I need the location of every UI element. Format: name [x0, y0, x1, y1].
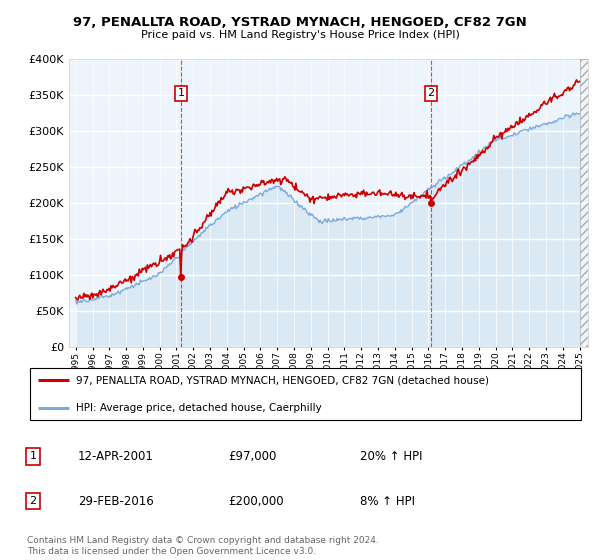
- Text: 20% ↑ HPI: 20% ↑ HPI: [360, 450, 422, 463]
- Text: HPI: Average price, detached house, Caerphilly: HPI: Average price, detached house, Caer…: [76, 403, 322, 413]
- Text: 1: 1: [29, 451, 37, 461]
- Text: 97, PENALLTA ROAD, YSTRAD MYNACH, HENGOED, CF82 7GN (detached house): 97, PENALLTA ROAD, YSTRAD MYNACH, HENGOE…: [76, 375, 489, 385]
- Text: £97,000: £97,000: [228, 450, 277, 463]
- Text: 1: 1: [178, 88, 185, 99]
- Text: 97, PENALLTA ROAD, YSTRAD MYNACH, HENGOED, CF82 7GN: 97, PENALLTA ROAD, YSTRAD MYNACH, HENGOE…: [73, 16, 527, 29]
- Text: 29-FEB-2016: 29-FEB-2016: [78, 494, 154, 508]
- Text: 2: 2: [29, 496, 37, 506]
- Text: 12-APR-2001: 12-APR-2001: [78, 450, 154, 463]
- Bar: [580, 59, 588, 347]
- FancyBboxPatch shape: [30, 368, 581, 420]
- Text: 8% ↑ HPI: 8% ↑ HPI: [360, 494, 415, 508]
- Text: 2: 2: [428, 88, 434, 99]
- Text: £200,000: £200,000: [228, 494, 284, 508]
- Text: Contains HM Land Registry data © Crown copyright and database right 2024.
This d: Contains HM Land Registry data © Crown c…: [27, 536, 379, 556]
- Text: Price paid vs. HM Land Registry's House Price Index (HPI): Price paid vs. HM Land Registry's House …: [140, 30, 460, 40]
